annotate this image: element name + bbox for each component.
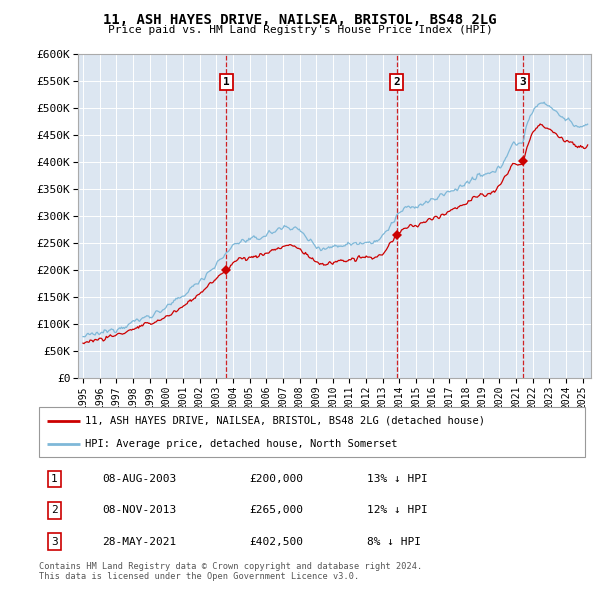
Text: 11, ASH HAYES DRIVE, NAILSEA, BRISTOL, BS48 2LG: 11, ASH HAYES DRIVE, NAILSEA, BRISTOL, B…: [103, 13, 497, 27]
Text: £402,500: £402,500: [249, 537, 303, 547]
Text: 08-AUG-2003: 08-AUG-2003: [102, 474, 176, 484]
Text: 3: 3: [520, 77, 526, 87]
Text: £265,000: £265,000: [249, 506, 303, 515]
Text: 1: 1: [223, 77, 230, 87]
Text: 1: 1: [51, 474, 58, 484]
Text: 2: 2: [394, 77, 400, 87]
Text: 11, ASH HAYES DRIVE, NAILSEA, BRISTOL, BS48 2LG (detached house): 11, ASH HAYES DRIVE, NAILSEA, BRISTOL, B…: [85, 415, 485, 425]
Text: 2: 2: [51, 506, 58, 515]
Text: 8% ↓ HPI: 8% ↓ HPI: [367, 537, 421, 547]
Text: 3: 3: [51, 537, 58, 547]
Text: Price paid vs. HM Land Registry's House Price Index (HPI): Price paid vs. HM Land Registry's House …: [107, 25, 493, 35]
Text: 28-MAY-2021: 28-MAY-2021: [102, 537, 176, 547]
Text: 08-NOV-2013: 08-NOV-2013: [102, 506, 176, 515]
Text: HPI: Average price, detached house, North Somerset: HPI: Average price, detached house, Nort…: [85, 439, 398, 449]
Text: 12% ↓ HPI: 12% ↓ HPI: [367, 506, 427, 515]
Text: This data is licensed under the Open Government Licence v3.0.: This data is licensed under the Open Gov…: [39, 572, 359, 581]
FancyBboxPatch shape: [39, 407, 585, 457]
Text: £200,000: £200,000: [249, 474, 303, 484]
Text: 13% ↓ HPI: 13% ↓ HPI: [367, 474, 427, 484]
Text: Contains HM Land Registry data © Crown copyright and database right 2024.: Contains HM Land Registry data © Crown c…: [39, 562, 422, 571]
